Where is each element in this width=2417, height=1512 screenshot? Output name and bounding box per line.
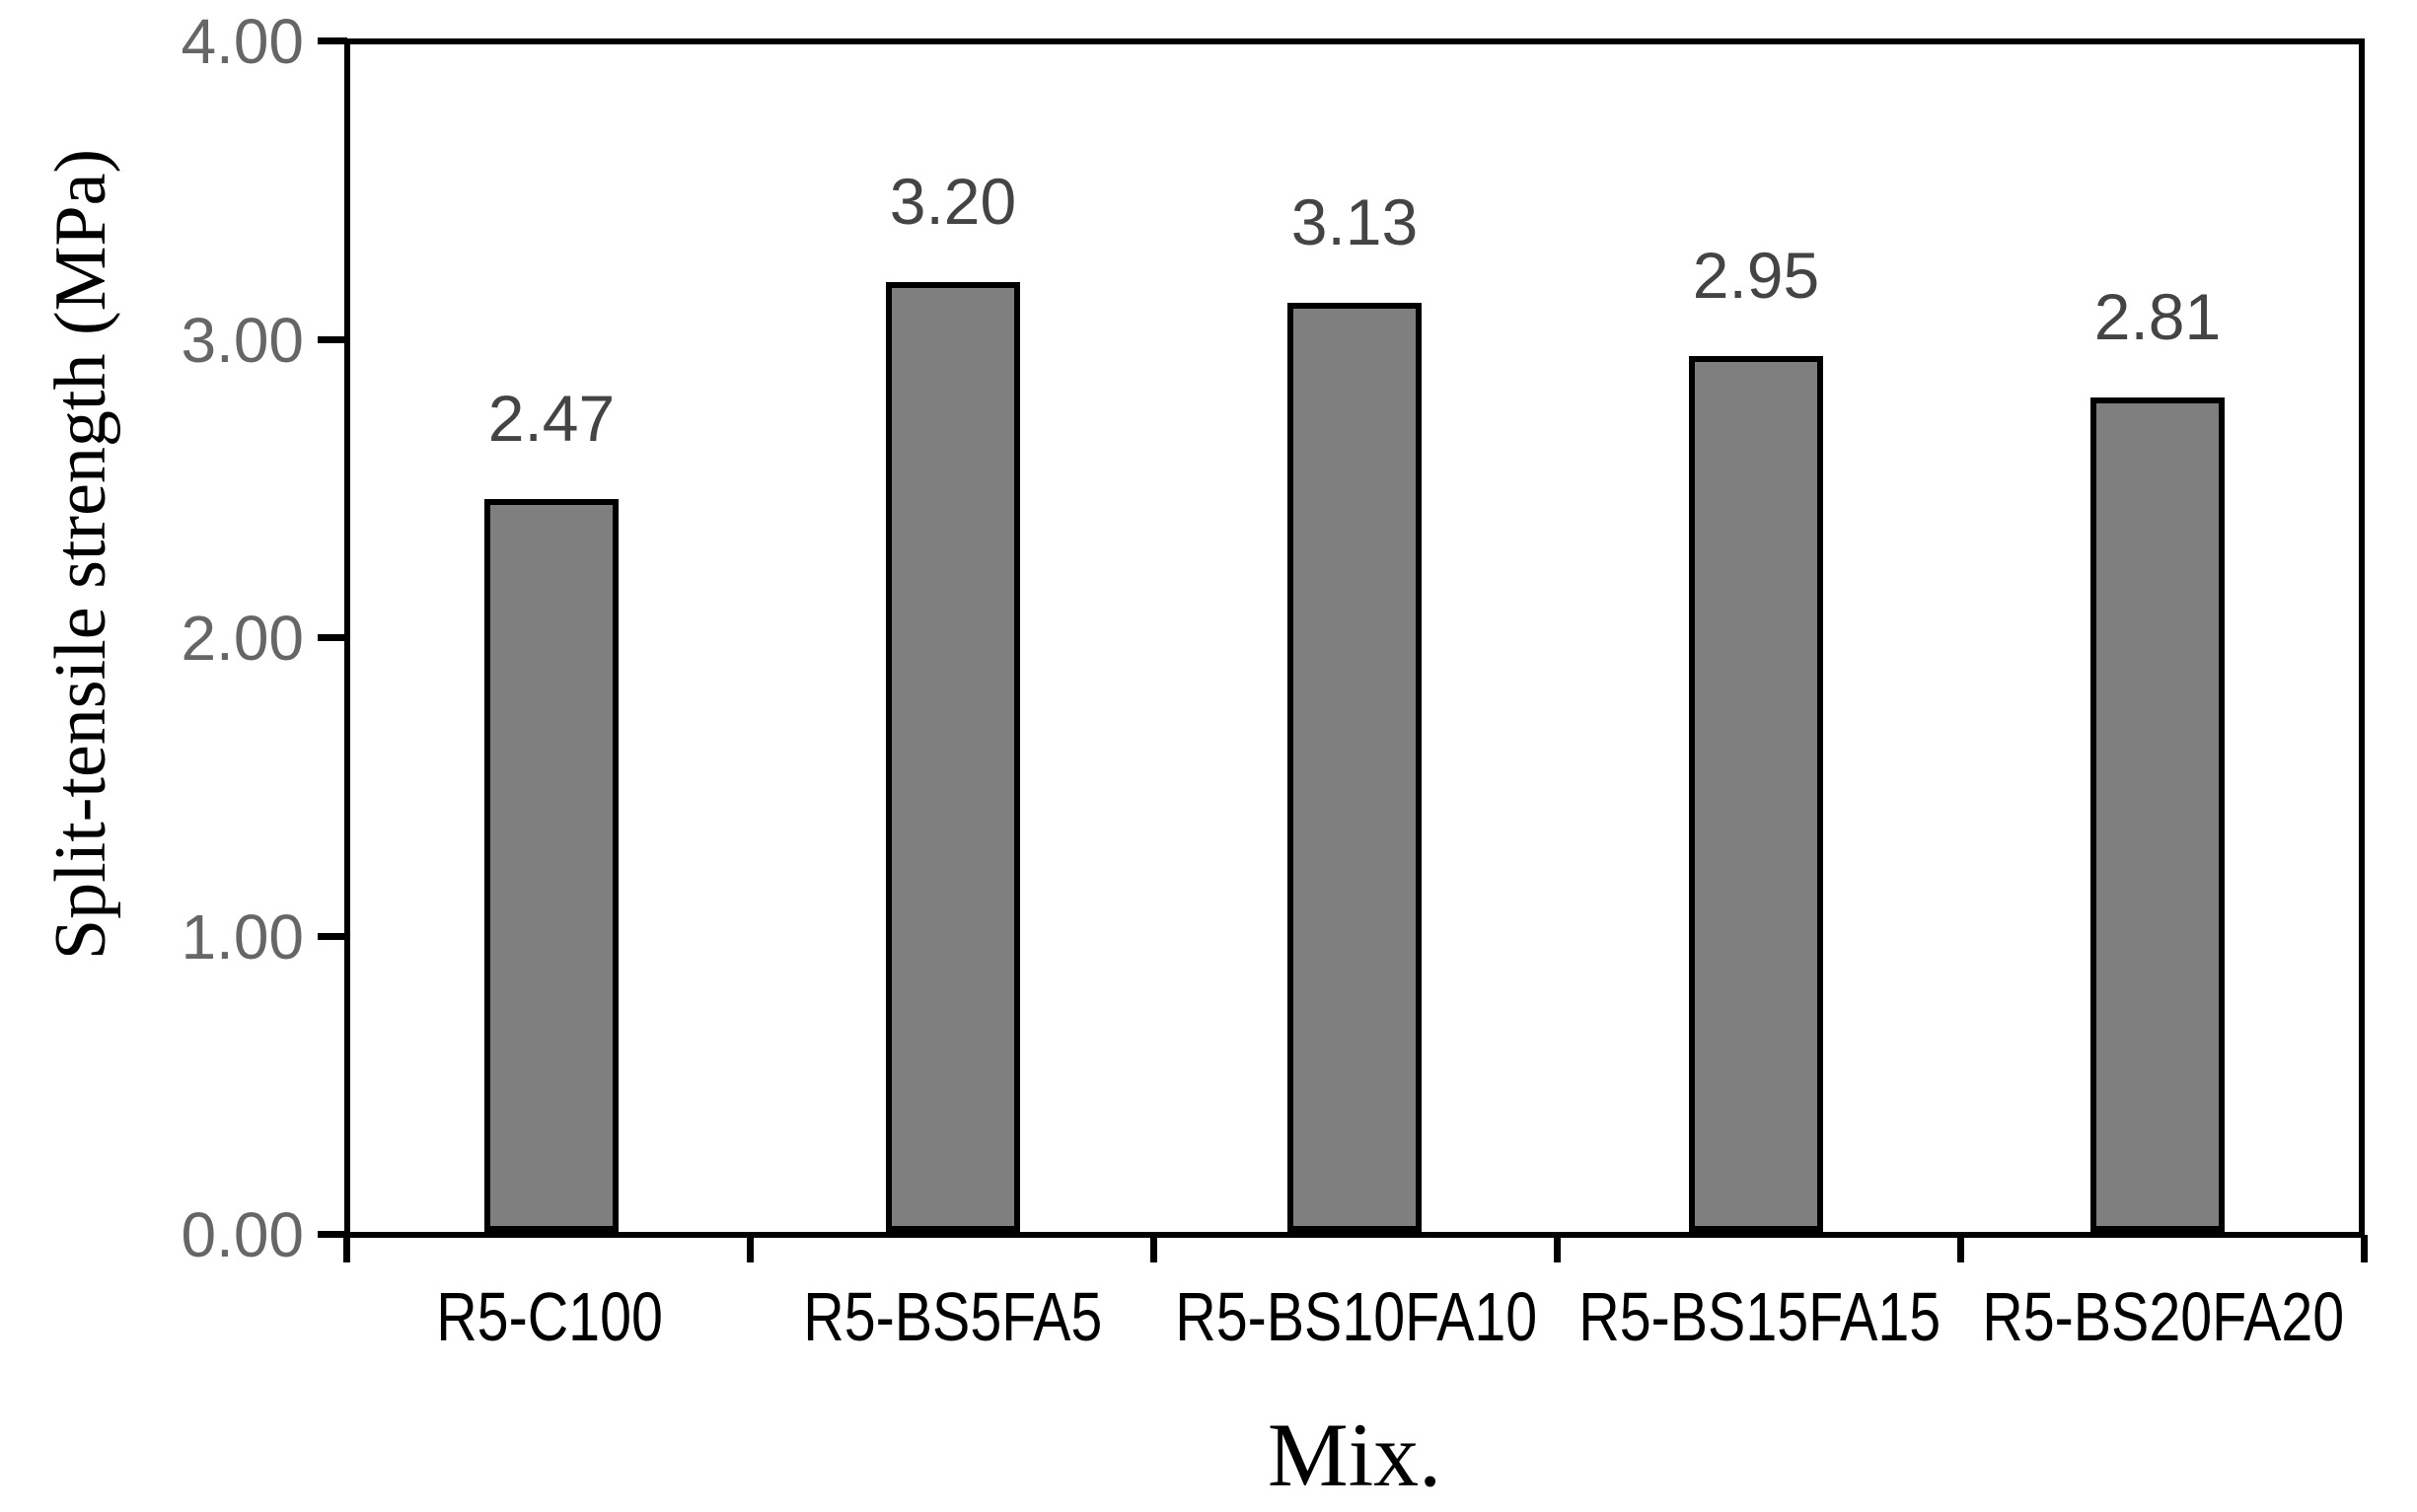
x-category-label: R5-C100 xyxy=(273,1278,826,1355)
y-tick-label: 4.00 xyxy=(181,6,304,77)
bar-r5-c100 xyxy=(484,499,619,1232)
bar-value-label: 2.81 xyxy=(2093,280,2222,353)
x-category-label-text: R5-BS10FA10 xyxy=(1175,1278,1538,1355)
y-tick-label: 3.00 xyxy=(181,304,304,376)
bar-r5-bs10fa10 xyxy=(1287,303,1422,1232)
bar-r5-bs15fa15 xyxy=(1689,356,1823,1232)
y-tick-mark xyxy=(318,634,347,641)
bar-r5-bs20fa20 xyxy=(2090,397,2225,1232)
x-tick-mark xyxy=(1957,1235,1964,1262)
bar-value-label: 2.95 xyxy=(1692,239,1820,312)
y-tick-mark xyxy=(318,932,347,940)
x-tick-mark xyxy=(343,1235,350,1262)
bar-value-label: 2.47 xyxy=(487,382,616,455)
x-category-label: R5-BS5FA5 xyxy=(677,1278,1229,1355)
x-tick-mark xyxy=(2361,1235,2368,1262)
x-category-label: R5-BS15FA15 xyxy=(1484,1278,2036,1355)
x-category-label-text: R5-C100 xyxy=(436,1278,663,1355)
plot-area xyxy=(344,38,2365,1238)
bar-r5-bs5fa5 xyxy=(886,282,1020,1232)
y-tick-mark xyxy=(318,1231,347,1238)
y-tick-label: 2.00 xyxy=(181,603,304,674)
x-tick-mark xyxy=(1150,1235,1157,1262)
y-tick-label: 0.00 xyxy=(181,1199,304,1270)
x-tick-mark xyxy=(1554,1235,1561,1262)
x-category-label: R5-BS10FA10 xyxy=(1080,1278,1633,1355)
y-tick-mark xyxy=(318,335,347,343)
y-tick-mark xyxy=(318,37,347,44)
x-category-label-text: R5-BS15FA15 xyxy=(1578,1278,1941,1355)
x-category-label-text: R5-BS5FA5 xyxy=(803,1278,1103,1355)
x-axis-title: Mix. xyxy=(1267,1404,1442,1505)
y-tick-label: 1.00 xyxy=(181,900,304,972)
x-category-label: R5-BS20FA20 xyxy=(1887,1278,2417,1355)
bar-value-label: 3.20 xyxy=(889,165,1017,238)
x-category-label-text: R5-BS20FA20 xyxy=(1982,1278,2345,1355)
x-tick-mark xyxy=(747,1235,754,1262)
bar-value-label: 3.13 xyxy=(1290,185,1419,258)
